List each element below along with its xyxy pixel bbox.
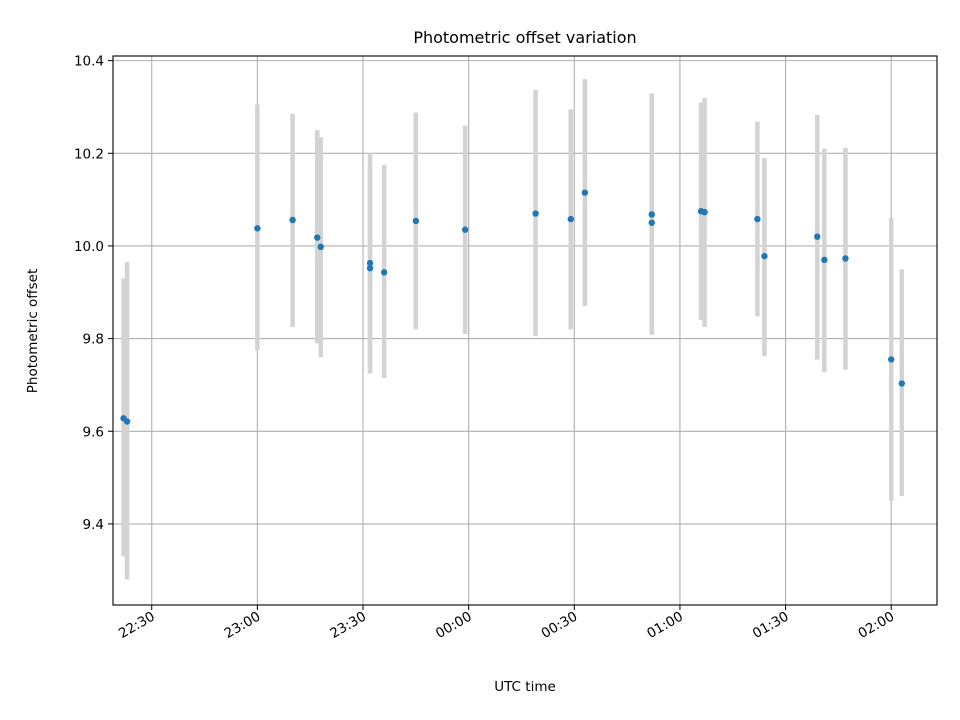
data-point [754, 215, 761, 223]
x-tick-label: 23:00 [222, 609, 264, 642]
data-point [380, 269, 388, 276]
data-point [314, 234, 321, 241]
chart-title: Photometric offset variation [413, 28, 636, 47]
data-point [412, 217, 420, 225]
x-tick-label: 22:30 [116, 609, 158, 642]
data-point [581, 189, 589, 196]
data-point [366, 264, 374, 272]
data-point [842, 255, 849, 262]
data-point [648, 211, 655, 218]
x-tick-label: 02:00 [856, 609, 898, 642]
data-point [898, 380, 905, 387]
data-point [254, 225, 261, 232]
x-tick-label: 01:00 [644, 609, 686, 642]
y-tick-label: 10.2 [74, 146, 104, 162]
data-point [123, 418, 131, 425]
data-point [888, 356, 895, 363]
data-point [648, 219, 655, 226]
x-tick-label: 00:00 [433, 609, 475, 642]
data-point [814, 233, 821, 240]
data-point [461, 226, 469, 233]
data-point [821, 256, 828, 264]
y-tick-label: 9.6 [83, 424, 104, 440]
x-axis-label: UTC time [494, 679, 556, 695]
y-axis-ticks: 9.4 9.6 9.8 10.0 10.2 10.4 [74, 54, 113, 533]
data-point [701, 208, 708, 216]
point-layer [120, 189, 905, 425]
data-point [532, 210, 539, 217]
x-tick-label: 23:30 [327, 609, 369, 642]
y-tick-label: 10.4 [74, 54, 104, 70]
data-point [567, 215, 574, 223]
x-tick-label: 00:30 [539, 609, 581, 642]
data-point [366, 259, 374, 267]
plot-frame [112, 55, 938, 606]
grid-layer [113, 56, 937, 605]
data-point [761, 252, 768, 260]
y-tick-label: 9.8 [83, 332, 104, 348]
data-point [317, 243, 324, 251]
x-tick-label: 01:30 [750, 609, 792, 642]
x-axis-ticks: 22:30 23:00 23:30 00:00 00:30 01:00 01:30 02:00 [116, 605, 897, 642]
y-tick-label: 9.4 [83, 517, 104, 533]
data-point [289, 216, 296, 224]
y-tick-label: 10.0 [74, 239, 104, 255]
y-axis-label: Photometric offset [25, 269, 41, 393]
